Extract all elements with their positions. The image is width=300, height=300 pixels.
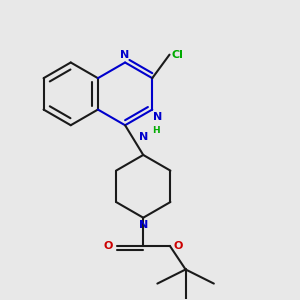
Text: N: N xyxy=(153,112,162,122)
Text: O: O xyxy=(104,241,113,251)
Text: N: N xyxy=(121,50,130,60)
Text: H: H xyxy=(152,126,159,135)
Text: Cl: Cl xyxy=(171,50,183,60)
Text: N: N xyxy=(139,220,148,230)
Text: N: N xyxy=(140,132,149,142)
Text: O: O xyxy=(173,241,183,251)
